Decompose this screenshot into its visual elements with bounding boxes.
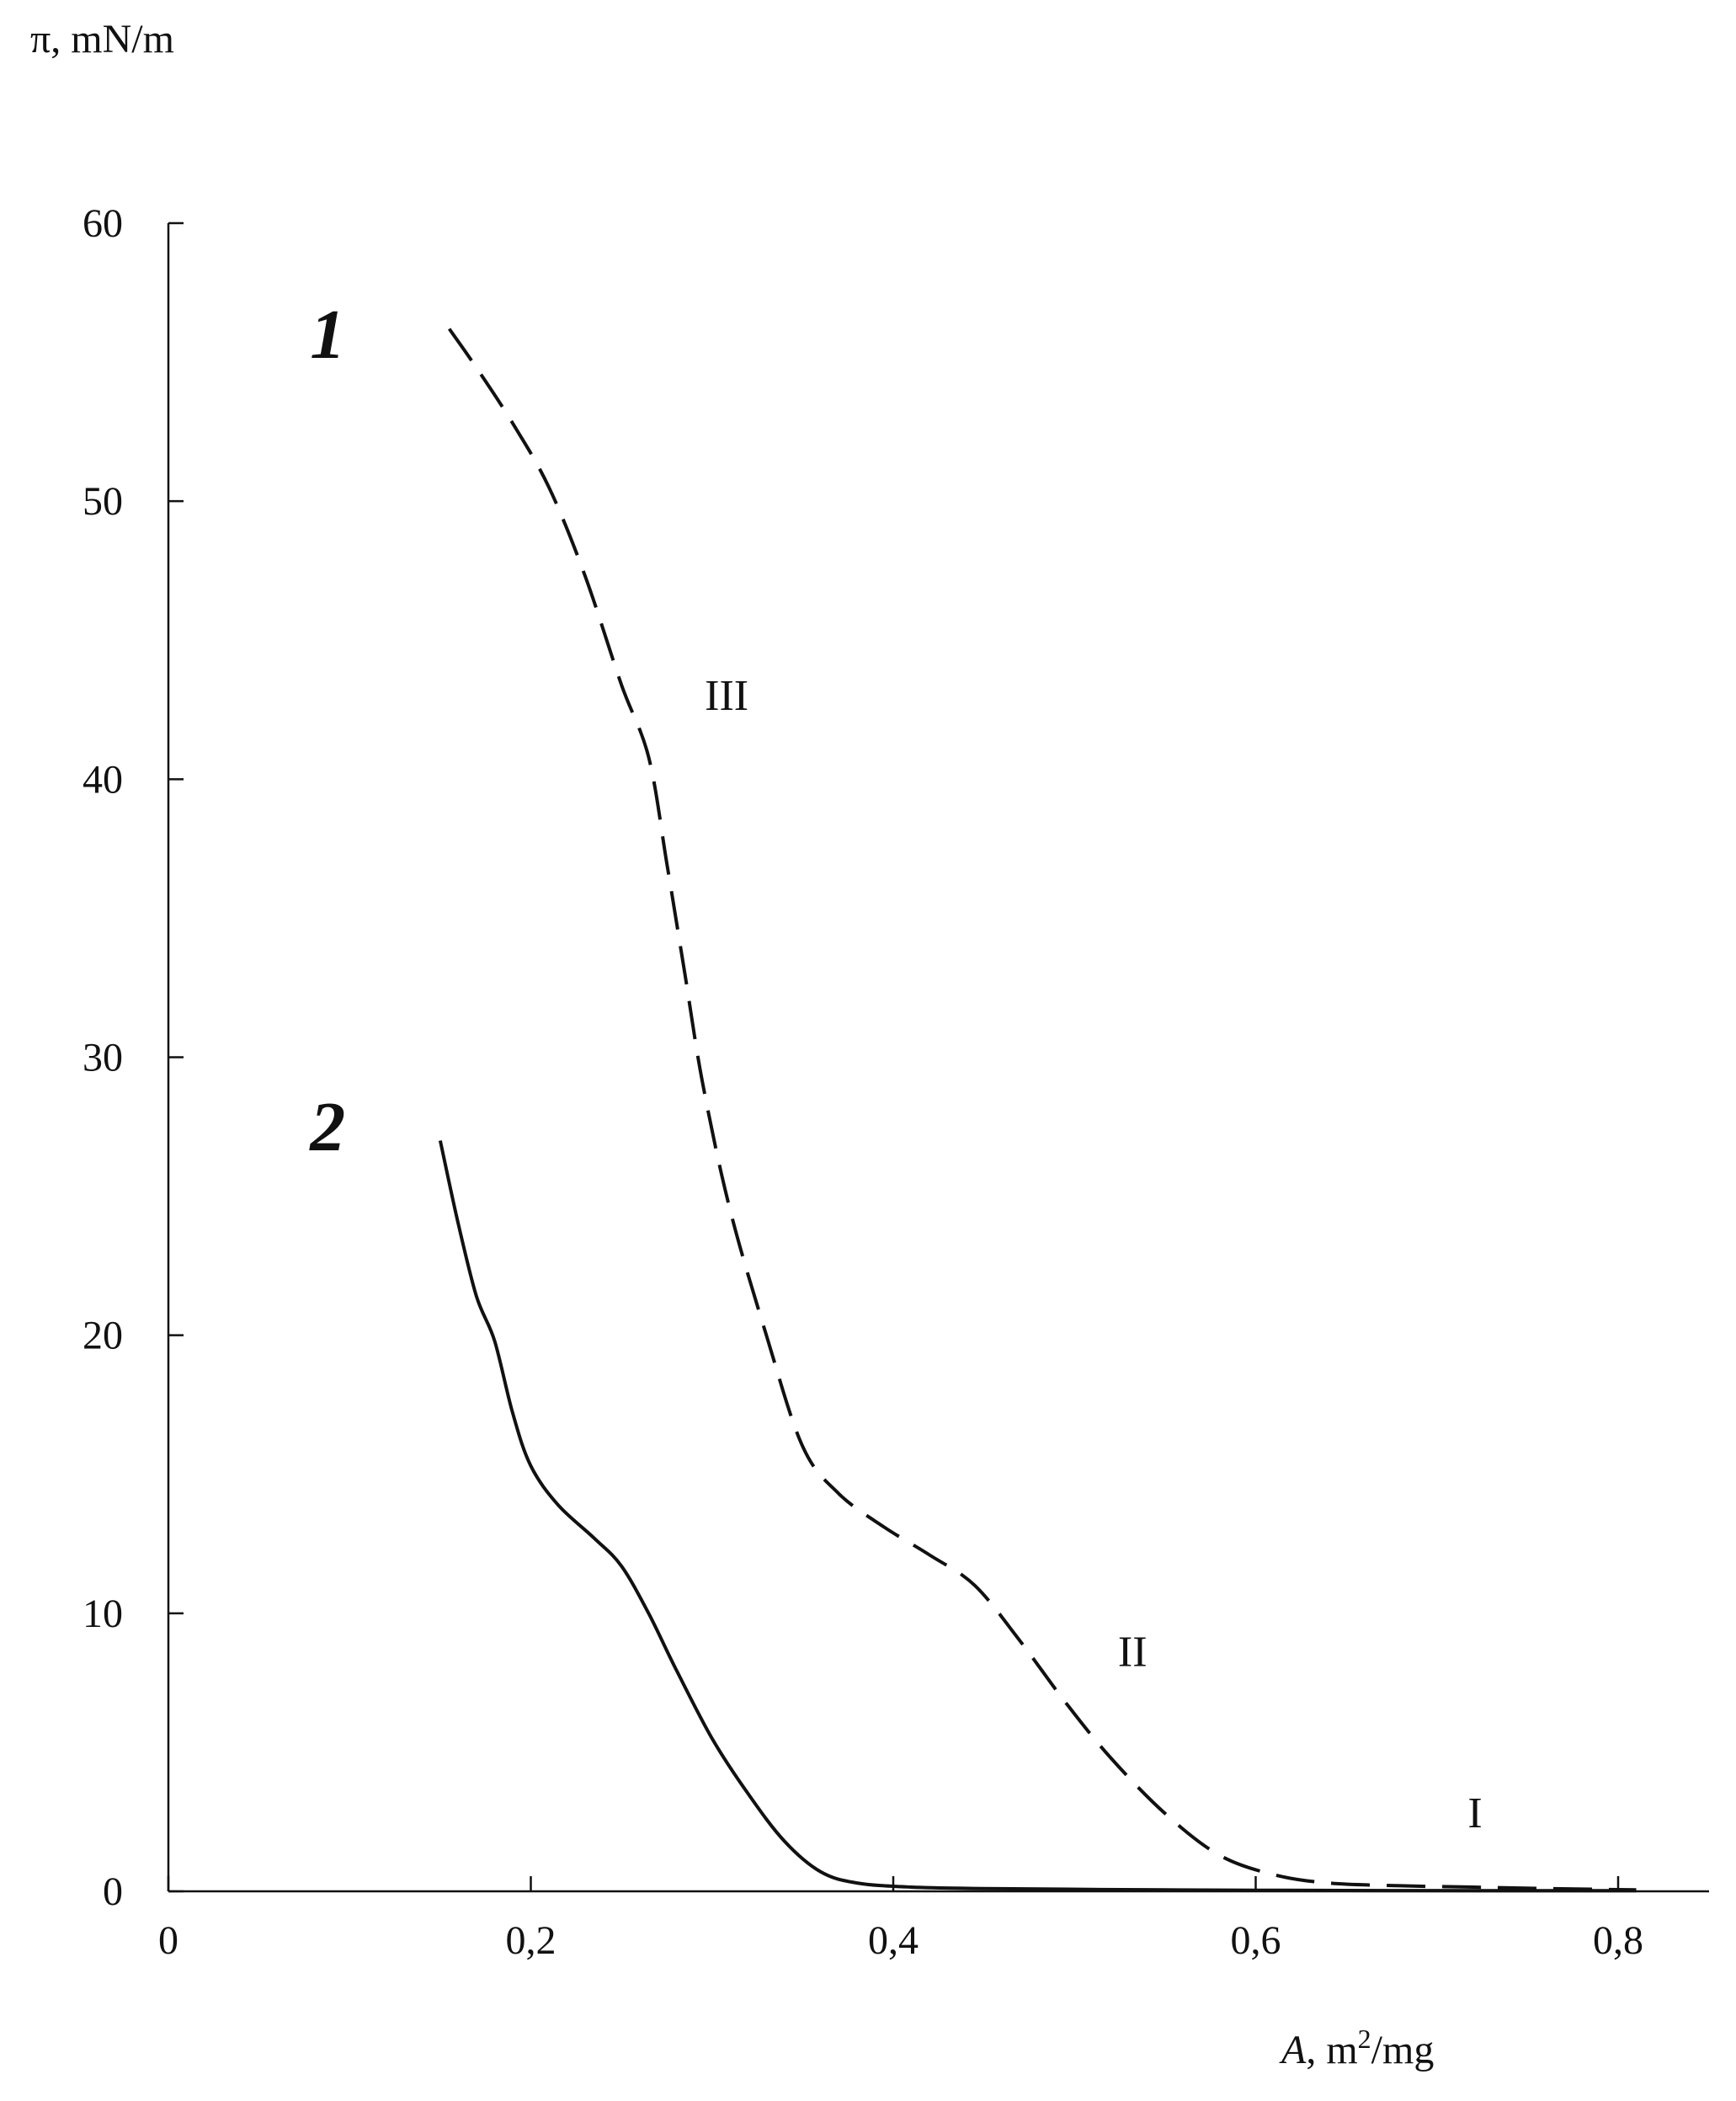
x-axis-title-unit-tail: /mg <box>1371 2028 1435 2072</box>
series-1-line <box>447 328 1637 1892</box>
y-tick-label: 50 <box>83 479 123 524</box>
y-axis-title: π, mN/m <box>30 17 174 61</box>
series-group <box>438 328 1637 1893</box>
x-tick-label: 0,4 <box>868 1918 919 1963</box>
curve-label-1: 1 <box>310 296 345 374</box>
x-tick-label: 0,8 <box>1593 1918 1643 1963</box>
series-2-line <box>438 1140 1637 1893</box>
y-ticks: 0 10 20 30 40 50 60 <box>83 201 184 1914</box>
x-tick-label: 0,2 <box>506 1918 556 1963</box>
x-axis-title-variable: A <box>1279 2028 1307 2072</box>
phase-label-I: I <box>1467 1789 1482 1837</box>
x-tick-label: 0,6 <box>1231 1918 1281 1963</box>
x-tick-label: 0 <box>158 1918 178 1963</box>
y-tick-label: 60 <box>83 201 123 246</box>
x-axis-title-exponent: 2 <box>1358 2024 1371 2054</box>
y-tick-label: 30 <box>83 1036 123 1080</box>
y-tick-label: 20 <box>83 1314 123 1358</box>
x-axis-title-unit: , m <box>1306 2028 1357 2072</box>
phase-label-III: III <box>705 672 748 720</box>
y-tick-label: 0 <box>103 1869 123 1914</box>
y-tick-label: 40 <box>83 757 123 802</box>
axes <box>167 223 1709 1893</box>
curve-label-2: 2 <box>308 1088 345 1166</box>
x-axis-title: A, m2/mg <box>1279 2024 1434 2072</box>
x-ticks: 0 0,2 0,4 0,6 0,8 <box>158 1876 1643 1963</box>
y-tick-label: 10 <box>83 1592 123 1636</box>
phase-label-II: II <box>1118 1629 1148 1677</box>
